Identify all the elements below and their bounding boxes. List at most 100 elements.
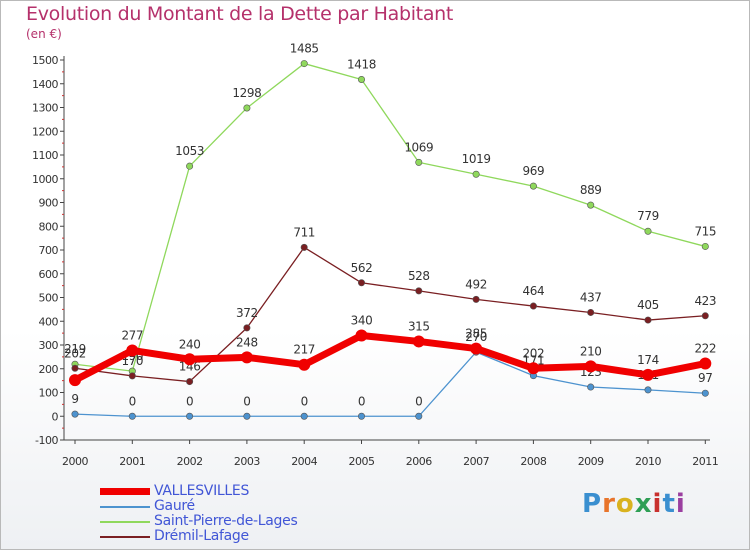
data-point bbox=[71, 410, 79, 418]
data-label: 711 bbox=[293, 225, 315, 239]
data-label: 528 bbox=[408, 269, 430, 283]
y-tick-label: 400 bbox=[39, 315, 59, 328]
data-point bbox=[584, 360, 597, 373]
x-tick-label: 2001 bbox=[119, 455, 145, 468]
series-line-dremil-lafage bbox=[74, 246, 706, 383]
data-point bbox=[300, 60, 308, 68]
x-tick-label: 2004 bbox=[291, 455, 317, 468]
data-point bbox=[243, 324, 251, 332]
chart-legend: VALLESVILLES Gauré Saint-Pierre-de-Lages Dr… bbox=[100, 483, 360, 544]
data-label: 222 bbox=[694, 342, 716, 356]
logo-letter: P bbox=[582, 489, 603, 519]
data-point bbox=[587, 383, 595, 391]
data-label: 219 bbox=[64, 342, 86, 356]
data-point bbox=[300, 243, 308, 251]
data-label: 9 bbox=[71, 392, 78, 406]
data-label: 405 bbox=[637, 298, 659, 312]
data-label: 372 bbox=[236, 306, 258, 320]
data-point bbox=[186, 412, 194, 420]
legend-item: VALLESVILLES bbox=[100, 483, 360, 499]
data-label: 0 bbox=[129, 394, 136, 408]
data-point bbox=[412, 335, 425, 348]
x-tick-label: 2006 bbox=[406, 455, 432, 468]
data-point bbox=[527, 362, 540, 375]
data-label: 248 bbox=[236, 335, 258, 349]
data-point bbox=[186, 378, 194, 386]
x-tick-label: 2010 bbox=[635, 455, 661, 468]
y-tick-label: 1000 bbox=[32, 173, 58, 186]
logo-letter: x bbox=[634, 489, 653, 519]
chart-title: Evolution du Montant de la Dette par Hab… bbox=[26, 3, 454, 25]
data-point bbox=[701, 312, 709, 320]
y-tick-label: 1100 bbox=[32, 149, 58, 162]
y-tick-label: 200 bbox=[39, 363, 59, 376]
data-point bbox=[243, 412, 251, 420]
logo-letter: i bbox=[652, 489, 663, 519]
data-label: 0 bbox=[301, 394, 308, 408]
data-point bbox=[587, 201, 595, 209]
y-tick-label: 300 bbox=[39, 339, 59, 352]
x-tick-label: 2005 bbox=[349, 455, 375, 468]
data-label: 1069 bbox=[404, 140, 433, 154]
data-label: 0 bbox=[186, 394, 193, 408]
data-point bbox=[415, 158, 423, 166]
data-label: 0 bbox=[243, 394, 250, 408]
series-line-saint-pierre-de-lages bbox=[74, 62, 706, 372]
y-tick-label: 700 bbox=[39, 244, 59, 257]
data-point bbox=[470, 342, 483, 355]
data-label: 240 bbox=[179, 337, 201, 351]
data-label: 437 bbox=[580, 290, 602, 304]
data-point bbox=[183, 353, 196, 366]
data-label: 1418 bbox=[347, 57, 376, 71]
legend-swatch bbox=[100, 536, 150, 538]
data-point bbox=[415, 412, 423, 420]
data-label: 492 bbox=[465, 277, 487, 291]
data-point bbox=[186, 162, 194, 170]
data-point bbox=[644, 386, 652, 394]
legend-label: VALLESVILLES bbox=[154, 483, 250, 499]
data-label: 1019 bbox=[462, 152, 491, 166]
data-label: 285 bbox=[465, 327, 487, 341]
logo-letter: i bbox=[675, 489, 686, 519]
data-point bbox=[415, 287, 423, 295]
y-tick-label: -100 bbox=[35, 434, 58, 447]
data-point bbox=[701, 389, 709, 397]
x-tick-label: 2002 bbox=[177, 455, 203, 468]
x-tick-label: 2009 bbox=[578, 455, 604, 468]
data-label: 423 bbox=[694, 294, 716, 308]
data-point bbox=[355, 329, 368, 342]
data-label: 170 bbox=[121, 354, 143, 368]
data-label: 0 bbox=[415, 394, 422, 408]
data-label: 277 bbox=[121, 328, 143, 342]
x-tick-label: 2003 bbox=[234, 455, 260, 468]
y-tick-label: 600 bbox=[39, 268, 59, 281]
data-point bbox=[472, 170, 480, 178]
y-tick-label: 1200 bbox=[32, 125, 58, 138]
y-tick-label: 800 bbox=[39, 220, 59, 233]
data-point bbox=[699, 357, 712, 370]
legend-item: Drémil-Lafage bbox=[100, 528, 360, 544]
data-point bbox=[126, 344, 139, 357]
data-label: 562 bbox=[351, 261, 373, 275]
series-line-gaure bbox=[74, 351, 706, 417]
chart-subtitle: (en €) bbox=[26, 27, 62, 41]
data-point bbox=[298, 358, 311, 371]
data-label: 464 bbox=[523, 284, 545, 298]
legend-swatch bbox=[100, 488, 150, 495]
y-tick-label: 1300 bbox=[32, 102, 58, 115]
data-point bbox=[529, 302, 537, 310]
logo-letter: t bbox=[662, 489, 676, 519]
data-label: 889 bbox=[580, 183, 602, 197]
data-point bbox=[472, 295, 480, 303]
data-point bbox=[71, 364, 79, 372]
data-point bbox=[642, 368, 654, 381]
data-label: 174 bbox=[637, 353, 659, 367]
data-point bbox=[644, 227, 652, 235]
data-point bbox=[701, 242, 709, 250]
data-label: 1298 bbox=[232, 86, 261, 100]
data-label: 210 bbox=[580, 344, 602, 358]
data-label: 270 bbox=[465, 330, 487, 344]
data-label: 715 bbox=[694, 224, 716, 238]
data-point bbox=[357, 75, 365, 83]
